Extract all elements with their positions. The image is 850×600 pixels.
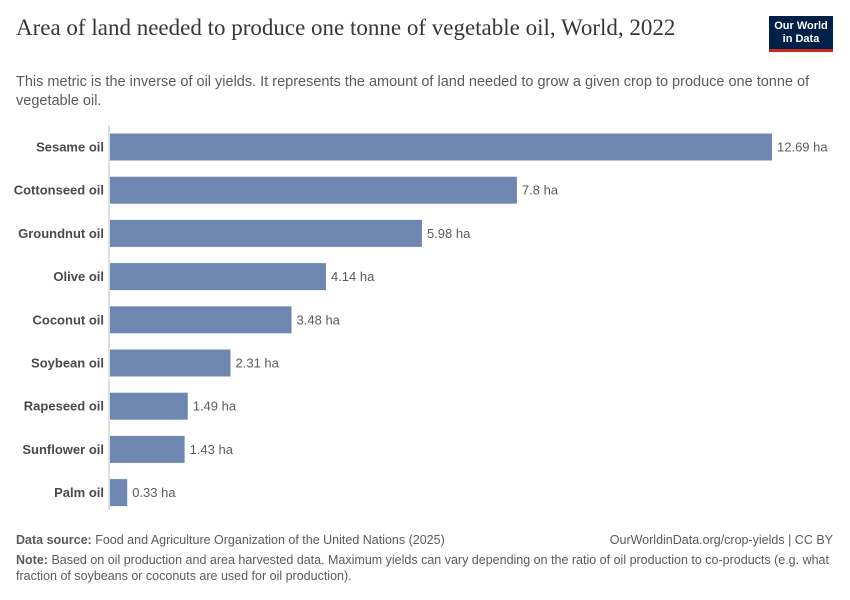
bar[interactable] — [110, 306, 292, 334]
bar[interactable] — [110, 392, 188, 420]
value-label: 3.48 ha — [297, 312, 341, 327]
bar[interactable] — [110, 435, 185, 463]
value-label: 4.14 ha — [331, 269, 375, 284]
logo-line-2: in Data — [782, 33, 820, 45]
category-label: Sesame oil — [36, 140, 104, 155]
owid-logo[interactable]: Our World in Data — [769, 16, 833, 52]
bar[interactable] — [110, 219, 422, 247]
value-label: 1.49 ha — [193, 399, 237, 414]
value-label: 5.98 ha — [427, 226, 471, 241]
bar-chart: Sesame oil 12.69 ha Cottonseed oil 7.8 ha Gr… — [14, 125, 828, 510]
category-label: Olive oil — [53, 269, 104, 284]
value-label: 1.43 ha — [190, 442, 234, 457]
chart-subtitle: This metric is the inverse of oil yields… — [16, 74, 810, 109]
note-label: Note: — [16, 553, 48, 567]
bar[interactable] — [110, 263, 326, 291]
category-label: Soybean oil — [31, 356, 104, 371]
bar[interactable] — [110, 133, 772, 161]
category-label: Sunflower oil — [22, 442, 104, 457]
note-text: Based on oil production and area harvest… — [16, 553, 829, 583]
bar[interactable] — [110, 479, 128, 507]
logo-line-1: Our World — [774, 20, 828, 32]
bar[interactable] — [110, 349, 231, 377]
data-source-link[interactable]: Food and Agriculture Organization of the… — [95, 533, 445, 547]
chart-title: Area of land needed to produce one tonne… — [16, 15, 676, 40]
value-label: 2.31 ha — [236, 356, 280, 371]
category-label: Palm oil — [54, 485, 104, 500]
value-label: 0.33 ha — [132, 485, 176, 500]
data-source-label: Data source: — [16, 533, 92, 547]
category-label: Rapeseed oil — [24, 399, 104, 414]
category-label: Groundnut oil — [18, 226, 104, 241]
value-label: 12.69 ha — [777, 140, 828, 155]
chart-url[interactable]: OurWorldinData.org/crop-yields | CC BY — [609, 533, 833, 547]
bar[interactable] — [110, 176, 517, 204]
category-label: Coconut oil — [33, 312, 105, 327]
data-source: Data source: Food and Agriculture Organi… — [16, 532, 445, 548]
value-label: 7.8 ha — [522, 183, 559, 198]
category-label: Cottonseed oil — [14, 183, 104, 198]
chart-note: Note: Based on oil production and area h… — [16, 552, 831, 584]
